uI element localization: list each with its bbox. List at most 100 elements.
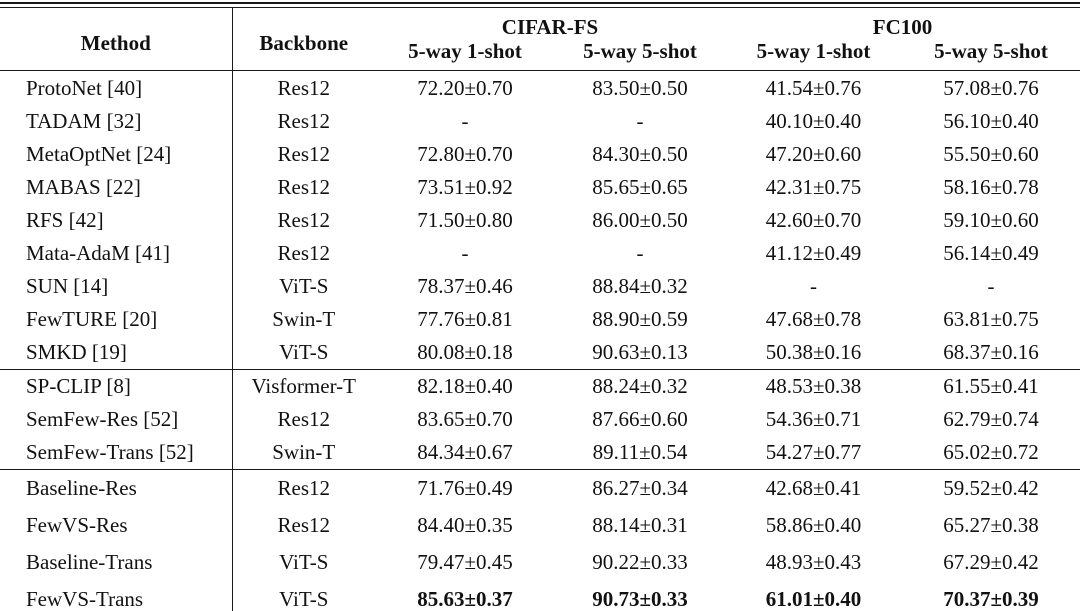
method-cell: TADAM [32] — [0, 104, 233, 138]
value-cell: 87.66±0.60 — [592, 407, 688, 432]
value-cell: 71.76±0.49 — [417, 476, 513, 501]
backbone-cell: ViT-S — [279, 273, 329, 298]
table-row: MetaOptNet [24] Res12 72.80±0.70 84.30±0.50… — [0, 137, 1080, 171]
method-cell: MABAS [22] — [0, 170, 233, 204]
table-row: FewTURE [20] Swin-T 77.76±0.81 88.90±0.59 47… — [0, 302, 1080, 336]
table-top-rule-inner — [0, 6, 1080, 8]
value-cell: 42.31±0.75 — [765, 174, 862, 199]
table-row: SUN [14] ViT-S 78.37±0.46 88.84±0.32 - - — [0, 269, 1080, 303]
backbone-cell: Res12 — [277, 513, 331, 538]
value-cell: 55.50±0.60 — [943, 141, 1039, 166]
value-cell: 40.10±0.40 — [765, 108, 862, 133]
value-cell: - — [636, 240, 644, 265]
table-row: MABAS [22] Res12 73.51±0.92 85.65±0.65 42.31… — [0, 170, 1080, 204]
value-cell: 71.50±0.80 — [417, 207, 513, 232]
header-fc100-5shot: 5-way 5-shot — [934, 39, 1048, 64]
value-cell: 48.93±0.43 — [765, 550, 862, 575]
value-cell: 54.36±0.71 — [765, 407, 862, 432]
backbone-cell: Res12 — [277, 407, 331, 432]
value-cell: 59.10±0.60 — [943, 207, 1039, 232]
value-cell: 47.68±0.78 — [765, 306, 862, 331]
value-cell: 85.63±0.37 — [417, 587, 513, 611]
method-cell: Baseline-Res — [0, 469, 233, 507]
value-cell: 42.68±0.41 — [765, 476, 862, 501]
value-cell: 86.00±0.50 — [592, 207, 688, 232]
value-cell: - — [810, 273, 818, 298]
value-cell: 48.53±0.38 — [765, 374, 862, 399]
value-cell: 58.16±0.78 — [943, 174, 1039, 199]
value-cell: 65.27±0.38 — [943, 513, 1039, 538]
backbone-cell: ViT-S — [279, 339, 329, 364]
method-cell: FewVS-Res — [0, 506, 233, 544]
value-cell: 42.60±0.70 — [765, 207, 862, 232]
table-row-group: ProtoNet [40] Res12 72.20±0.70 83.50±0.50 41… — [0, 70, 1080, 370]
method-cell: MetaOptNet [24] — [0, 137, 233, 171]
value-cell: 61.55±0.41 — [943, 374, 1039, 399]
value-cell: 79.47±0.45 — [417, 550, 513, 575]
method-cell: Mata-AdaM [41] — [0, 236, 233, 270]
value-cell: 54.27±0.77 — [765, 440, 862, 465]
value-cell: - — [461, 240, 469, 265]
table-row: FewVS-Res Res12 84.40±0.35 88.14±0.31 58.86±… — [0, 506, 1080, 544]
method-cell: SP-CLIP [8] — [0, 369, 233, 403]
method-cell: FewVS-Trans — [0, 580, 233, 611]
backbone-cell: Res12 — [277, 174, 331, 199]
header-fc100-1shot: 5-way 1-shot — [756, 39, 871, 64]
value-cell: 56.10±0.40 — [943, 108, 1039, 133]
header-backbone: Backbone — [259, 30, 349, 55]
table-row: Baseline-Trans ViT-S 79.47±0.45 90.22±0.33 4… — [0, 543, 1080, 581]
value-cell: 70.37±0.39 — [943, 587, 1039, 611]
results-table: Method Backbone CIFAR-FS FC100 5-way 1-s… — [0, 8, 1080, 611]
value-cell: 83.65±0.70 — [417, 407, 513, 432]
table-row: TADAM [32] Res12 - - 40.10±0.40 56.10±0.40 — [0, 104, 1080, 138]
value-cell: - — [636, 108, 644, 133]
value-cell: 58.86±0.40 — [765, 513, 862, 538]
value-cell: 63.81±0.75 — [943, 306, 1039, 331]
backbone-cell: Visformer-T — [251, 374, 356, 399]
value-cell: 77.76±0.81 — [417, 306, 513, 331]
backbone-cell: Res12 — [277, 476, 331, 501]
value-cell: 84.40±0.35 — [417, 513, 513, 538]
value-cell: 80.08±0.18 — [417, 339, 513, 364]
table-header: Method Backbone CIFAR-FS FC100 5-way 1-s… — [0, 8, 1080, 71]
table-row: ProtoNet [40] Res12 72.20±0.70 83.50±0.50 41… — [0, 70, 1080, 105]
backbone-cell: Swin-T — [272, 440, 336, 465]
value-cell: 84.34±0.67 — [417, 440, 513, 465]
table-row: Baseline-Res Res12 71.76±0.49 86.27±0.34 42.… — [0, 469, 1080, 507]
value-cell: 84.30±0.50 — [592, 141, 688, 166]
table-row: Mata-AdaM [41] Res12 - - 41.12±0.49 56.14±0.4… — [0, 236, 1080, 270]
table-row: SemFew-Res [52] Res12 83.65±0.70 87.66±0.60… — [0, 402, 1080, 436]
method-cell: SMKD [19] — [0, 335, 233, 370]
value-cell: 72.80±0.70 — [417, 141, 513, 166]
table-row: SMKD [19] ViT-S 80.08±0.18 90.63±0.13 50.38±… — [0, 335, 1080, 370]
method-cell: SemFew-Trans [52] — [0, 435, 233, 470]
backbone-cell: ViT-S — [279, 587, 329, 611]
table-row-group: SP-CLIP [8] Visformer-T 82.18±0.40 88.24±0.… — [0, 369, 1080, 470]
table-row-group: Baseline-Res Res12 71.76±0.49 86.27±0.34 42.… — [0, 469, 1080, 611]
value-cell: 65.02±0.72 — [943, 440, 1039, 465]
value-cell: 41.54±0.76 — [765, 75, 862, 100]
method-cell: RFS [42] — [0, 203, 233, 237]
value-cell: 86.27±0.34 — [592, 476, 688, 501]
header-dataset-fc100: FC100 — [872, 15, 933, 39]
value-cell: 88.24±0.32 — [592, 374, 688, 399]
value-cell: 73.51±0.92 — [417, 174, 513, 199]
value-cell: 85.65±0.65 — [592, 174, 688, 199]
value-cell: 41.12±0.49 — [765, 240, 862, 265]
backbone-cell: Res12 — [277, 240, 331, 265]
table-row: FewVS-Trans ViT-S 85.63±0.37 90.73±0.33 61.0… — [0, 580, 1080, 611]
value-cell: 88.84±0.32 — [592, 273, 688, 298]
backbone-cell: ViT-S — [279, 550, 329, 575]
value-cell: 90.63±0.13 — [592, 339, 688, 364]
header-dataset-row: Method Backbone CIFAR-FS FC100 — [0, 8, 1080, 71]
table-row: SemFew-Trans [52] Swin-T 84.34±0.67 89.11±0… — [0, 435, 1080, 470]
value-cell: 90.22±0.33 — [592, 550, 688, 575]
method-cell: SemFew-Res [52] — [0, 402, 233, 436]
header-dataset-cifar-fs: CIFAR-FS — [501, 15, 599, 39]
backbone-cell: Res12 — [277, 75, 331, 100]
value-cell: 72.20±0.70 — [417, 75, 513, 100]
table-row: SP-CLIP [8] Visformer-T 82.18±0.40 88.24±0.… — [0, 369, 1080, 403]
header-method: Method — [0, 8, 233, 71]
header-cifar-1shot: 5-way 1-shot — [408, 39, 522, 64]
